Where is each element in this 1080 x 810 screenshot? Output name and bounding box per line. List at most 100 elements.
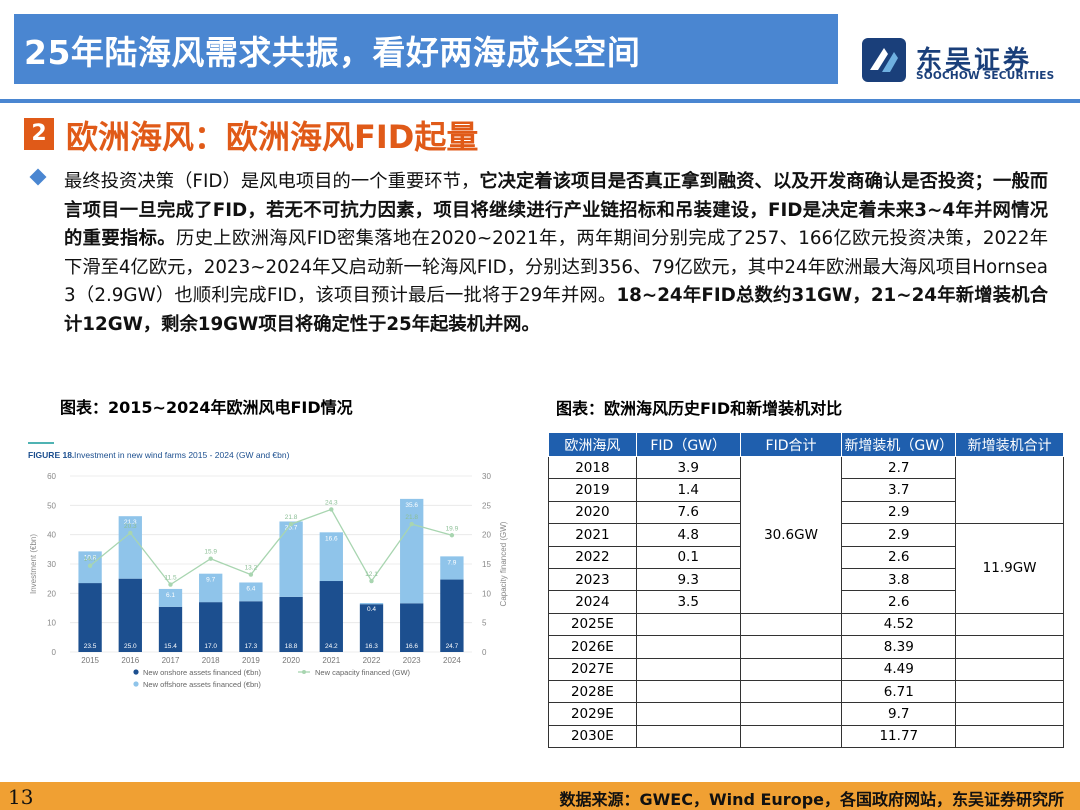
chart-svg: FIGURE 18. Investment in new wind farms 2…: [28, 442, 508, 689]
install-cell: 6.71: [841, 679, 957, 704]
title-bar: 25年陆海风需求共振，看好两海成长空间: [14, 14, 838, 84]
capacity-data-label: 21.8: [405, 514, 418, 521]
fid-cell: [635, 702, 741, 726]
x-tick-label: 2021: [322, 656, 340, 665]
bar-offshore: [158, 588, 183, 607]
offshore-data-label: 10.8: [84, 554, 97, 561]
fid-total-cell: [739, 612, 843, 637]
x-tick-label: 2017: [162, 656, 180, 665]
bar-onshore: [400, 603, 424, 652]
legend-offshore-label: New offshore assets financed (€bn): [143, 680, 261, 689]
body-paragraph: 最终投资决策（FID）是风电项目的一个重要环节，它决定着该项目是否真正拿到融资、…: [64, 168, 1048, 339]
y2-tick-label: 10: [482, 589, 491, 598]
bar-onshore: [118, 578, 142, 652]
header-fid: FID（GW）: [635, 432, 741, 457]
fid-install-table: 欧洲海风 FID（GW） FID合计 新增装机（GW） 新增装机合计 2018 …: [548, 432, 1064, 749]
bar-offshore: [319, 532, 343, 582]
fid-total-cell: 30.6GW: [739, 456, 843, 614]
y2-tick-label: 25: [482, 501, 491, 510]
bar-onshore: [239, 601, 263, 652]
year-cell: 2026E: [548, 635, 637, 659]
y2-tick-label: 0: [482, 648, 487, 657]
y2-axis-label: Capacity financed (GW): [499, 521, 508, 606]
year-cell: 2018: [548, 455, 637, 480]
y2-tick-label: 15: [482, 560, 491, 569]
data-source: 数据来源：GWEC，Wind Europe，各国政府网站，东吴证券研究所: [559, 790, 1064, 809]
header-rule: [0, 99, 1080, 103]
y-tick-label: 20: [47, 589, 56, 598]
onshore-data-label: 17.3: [245, 643, 258, 650]
right-figure-caption: 图表：欧洲海风历史FID和新增装机对比: [556, 399, 843, 418]
fid-cell: 1.4: [635, 478, 741, 502]
y-tick-label: 10: [47, 619, 56, 628]
install-total-blank-cell: [955, 455, 1064, 525]
capacity-point: [288, 521, 294, 527]
offshore-data-label: 9.7: [206, 577, 215, 584]
onshore-data-label: 24.2: [325, 643, 338, 650]
header-install-total: 新增装机合计: [955, 432, 1064, 457]
install-total-cell: [955, 657, 1064, 681]
offshore-data-label: 35.6: [405, 502, 418, 509]
bar-offshore: [400, 498, 424, 604]
para-part-4: 18~24年FID总数约31GW，21~24年新增装机合计12GW，剩余19GW…: [64, 285, 1048, 335]
fid-cell: 4.8: [635, 523, 741, 547]
page-title: 25年陆海风需求共振，看好两海成长空间: [24, 33, 641, 72]
diamond-bullet-icon: [29, 168, 47, 186]
y-axis-label: Investment (€bn): [29, 534, 38, 594]
bar-onshore: [440, 579, 464, 652]
install-cell: 9.7: [841, 702, 957, 726]
y-tick-label: 60: [47, 472, 56, 481]
install-total-cell: 11.9GW: [955, 523, 1064, 614]
install-total-cell: [955, 679, 1064, 704]
legend-onshore-marker: [133, 669, 139, 675]
legend-capacity-label: New capacity financed (GW): [315, 668, 411, 677]
bar-onshore: [279, 596, 303, 652]
capacity-data-label: 21.8: [285, 514, 298, 521]
capacity-point: [208, 556, 213, 561]
table-row: 2030E 11.77: [548, 724, 1064, 749]
bar-onshore: [78, 583, 102, 652]
onshore-data-label: 24.7: [446, 643, 459, 650]
capacity-point: [369, 578, 374, 584]
capacity-point: [128, 530, 133, 536]
y-tick-label: 30: [47, 560, 56, 569]
year-cell: 2028E: [548, 679, 637, 704]
fid-cell: [635, 724, 741, 749]
left-figure-caption: 图表：2015~2024年欧洲风电FID情况: [60, 398, 353, 417]
header-install: 新增装机（GW）: [841, 432, 957, 457]
offshore-data-label: 6.1: [166, 592, 175, 599]
offshore-data-label: 21.3: [124, 519, 137, 526]
year-cell: 2027E: [548, 657, 637, 681]
footer-bar: 13 数据来源：GWEC，Wind Europe，各国政府网站，东吴证券研究所: [0, 782, 1080, 810]
logo-name: 东吴证券: [916, 46, 1033, 76]
company-logo: 东吴证券 SOOCHOW SECURITIES: [860, 36, 1060, 86]
install-cell: 2.6: [841, 590, 957, 614]
fid-cell: [635, 657, 741, 681]
onshore-data-label: 16.3: [365, 643, 378, 650]
capacity-data-label: 14.7: [84, 556, 97, 563]
header-year: 欧洲海风: [548, 432, 637, 457]
onshore-data-label: 25.0: [124, 643, 137, 650]
bar-onshore: [359, 604, 384, 652]
y-tick-label: 40: [47, 531, 56, 540]
page-number: 13: [8, 785, 34, 809]
capacity-point: [329, 507, 334, 512]
x-tick-label: 2019: [242, 656, 260, 665]
fid-cell: 9.3: [635, 567, 741, 592]
para-part-2: 它决定着该项目是否真正拿到融资、以及开发商确认是否投资；一般而言项目一旦完成了F…: [64, 171, 1049, 249]
y2-tick-label: 20: [482, 531, 491, 540]
x-tick-label: 2024: [443, 656, 461, 665]
y-tick-label: 0: [52, 648, 57, 657]
table-row: 2026E 8.39: [548, 635, 1064, 659]
fid-investment-chart: FIGURE 18. Investment in new wind farms 2…: [28, 436, 516, 700]
capacity-data-label: 12.1: [365, 571, 378, 578]
y2-tick-label: 30: [482, 472, 491, 481]
bar-onshore: [199, 602, 223, 652]
fid-total-cell: [739, 702, 843, 726]
onshore-data-label: 18.8: [285, 643, 298, 650]
table-row: 2019 1.4 3.7: [548, 478, 1064, 502]
fid-total-cell: [739, 724, 843, 749]
capacity-point: [449, 533, 455, 538]
bar-offshore: [279, 521, 303, 597]
year-cell: 2025E: [548, 612, 637, 637]
